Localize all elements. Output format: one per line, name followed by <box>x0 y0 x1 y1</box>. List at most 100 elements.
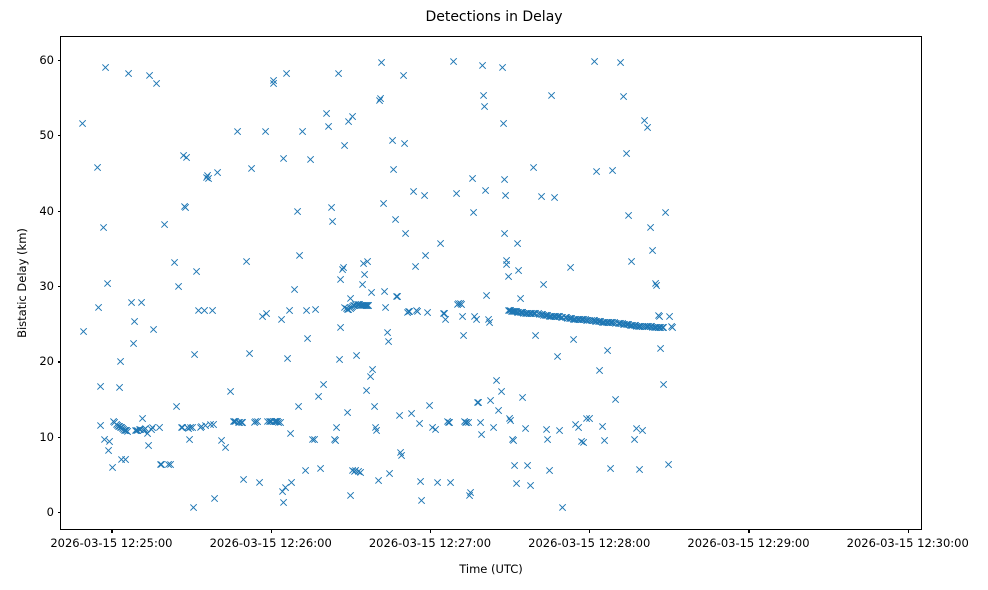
scatter-point-marker <box>611 395 620 404</box>
scatter-point-marker <box>598 422 607 431</box>
scatter-point-marker <box>666 312 675 321</box>
scatter-point-marker <box>497 387 506 396</box>
scatter-point-marker <box>124 69 133 78</box>
scatter-point-marker <box>574 423 583 432</box>
scatter-point-marker <box>208 306 217 315</box>
scatter-point-marker <box>334 69 343 78</box>
scatter-point-marker <box>524 461 533 470</box>
scatter-point-marker <box>467 488 476 497</box>
scatter-point-marker <box>149 325 158 334</box>
scatter-point-marker <box>449 57 458 66</box>
scatter-point-marker <box>609 166 618 175</box>
scatter-point-marker <box>314 392 323 401</box>
scatter-point-marker <box>360 270 369 279</box>
scatter-point-marker <box>322 109 331 118</box>
scatter-point-marker <box>506 416 515 425</box>
scatter-point-marker <box>106 437 115 446</box>
scatter-point-marker <box>352 351 361 360</box>
scatter-point-marker <box>400 139 409 148</box>
scatter-point-marker <box>512 479 521 488</box>
scatter-point-marker <box>510 461 519 470</box>
scatter-point-marker <box>160 220 169 229</box>
scatter-point-marker <box>595 366 604 375</box>
scatter-point-marker <box>108 463 117 472</box>
scatter-point-marker <box>329 217 338 226</box>
scatter-point-marker <box>172 402 181 411</box>
scatter-point-marker <box>518 393 527 402</box>
scatter-point-marker <box>130 317 139 326</box>
scatter-point-marker <box>441 315 450 324</box>
scatter-point-marker <box>368 365 377 374</box>
scatter-point-marker <box>94 303 103 312</box>
scatter-point-marker <box>137 298 146 307</box>
scatter-point-marker <box>327 203 336 212</box>
scatter-point-marker <box>566 263 575 272</box>
scatter-point-marker <box>191 350 200 359</box>
scatter-point-marker <box>390 165 399 174</box>
scatter-point-marker <box>593 167 602 176</box>
scatter-point-marker <box>96 382 105 391</box>
scatter-point-marker <box>221 443 230 452</box>
scatter-point-marker <box>256 478 265 487</box>
scatter-point-marker <box>476 418 485 427</box>
y-axis-tick <box>57 210 61 212</box>
scatter-point-marker <box>603 346 612 355</box>
scatter-point-marker <box>240 475 249 484</box>
scatter-point-marker <box>339 263 348 272</box>
scatter-point-marker <box>501 191 510 200</box>
scatter-point-marker <box>262 309 271 318</box>
x-axis-tick-label: 2026-03-15 12:27:00 <box>368 536 492 550</box>
y-axis-tick <box>57 59 61 61</box>
scatter-point-marker <box>662 208 671 217</box>
scatter-point-marker <box>458 312 467 321</box>
scatter-point-marker <box>431 425 440 434</box>
scatter-point-marker <box>420 191 429 200</box>
x-axis-label: Time (UTC) <box>459 562 523 576</box>
scatter-point-marker <box>622 149 631 158</box>
scatter-point-marker <box>635 465 644 474</box>
scatter-point-marker <box>303 334 312 343</box>
scatter-point-marker <box>445 418 454 427</box>
scatter-point-marker <box>447 478 456 487</box>
scatter-point-marker <box>115 383 124 392</box>
scatter-point-marker <box>480 102 489 111</box>
scatter-point-marker <box>175 282 184 291</box>
scatter-point-marker <box>399 71 408 80</box>
scatter-point-marker <box>253 417 262 426</box>
scatter-point-marker <box>376 94 385 103</box>
scatter-point-marker <box>494 406 503 415</box>
scatter-point-marker <box>579 438 588 447</box>
scatter-point-marker <box>459 331 468 340</box>
scatter-point-marker <box>116 357 125 366</box>
scatter-point-marker <box>282 69 291 78</box>
scatter-point-marker <box>78 119 87 128</box>
scatter-point-marker <box>346 491 355 500</box>
scatter-point-marker <box>544 435 553 444</box>
scatter-point-marker <box>423 308 432 317</box>
scatter-point-marker <box>468 174 477 183</box>
scatter-point-marker <box>521 424 530 433</box>
scatter-point-marker <box>388 136 397 145</box>
scatter-point-marker <box>367 288 376 297</box>
x-axis-tick-label: 2026-03-15 12:25:00 <box>50 536 173 550</box>
scatter-point-marker <box>378 58 387 67</box>
scatter-point-marker <box>356 468 365 477</box>
scatter-point-marker <box>606 464 615 473</box>
x-axis-tick-label: 2026-03-15 12:28:00 <box>528 536 651 550</box>
scatter-point-marker <box>485 318 494 327</box>
scatter-point-marker <box>295 251 304 260</box>
x-axis-tick-label: 2026-03-15 12:30:00 <box>846 536 969 550</box>
scatter-point-marker <box>452 189 461 198</box>
scatter-point-marker <box>382 303 391 312</box>
scatter-point-marker <box>167 460 176 469</box>
scatter-point-marker <box>290 285 299 294</box>
scatter-point-marker <box>477 430 486 439</box>
scatter-point-marker <box>341 141 350 150</box>
scatter-point-marker <box>319 380 328 389</box>
scatter-point-marker <box>500 175 509 184</box>
x-axis-tick <box>748 529 750 533</box>
scatter-point-marker <box>104 446 113 455</box>
scatter-point-marker <box>348 112 357 121</box>
y-axis-tick-label: 60 <box>39 52 54 67</box>
scatter-point-marker <box>298 127 307 136</box>
